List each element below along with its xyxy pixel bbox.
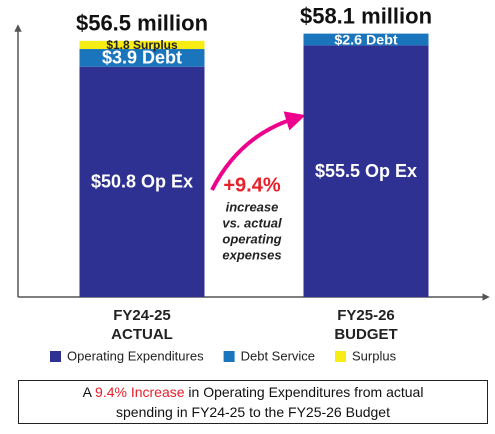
total-label: $58.1 million: [300, 3, 432, 28]
x-tick-label: BUDGET: [334, 326, 397, 343]
annotation-line: vs. actual: [222, 215, 282, 230]
annotation-line: increase: [226, 199, 279, 214]
legend-swatch: [335, 351, 347, 362]
annotation-line: expenses: [222, 247, 281, 262]
legend-label: Debt Service: [241, 348, 315, 363]
annotation-headline: +9.4%: [223, 174, 280, 196]
bar-segment: [303, 45, 429, 298]
legend-swatch: [223, 351, 235, 362]
bar-segment: [79, 49, 205, 67]
footnote-text: in Operating Expenditures from actual: [188, 384, 424, 400]
total-label: $56.5 million: [76, 11, 208, 36]
data-label: $3.9 Debt: [102, 48, 182, 68]
footnote-line: A 9.4% Increase in Operating Expenditure…: [19, 382, 487, 402]
data-label: $1.8 Surplus: [106, 38, 178, 52]
footnote-text: A: [82, 384, 92, 400]
legend-label: Surplus: [352, 348, 397, 363]
data-label: $2.6 Debt: [334, 32, 398, 48]
x-tick-label: FY25-26: [337, 307, 395, 324]
legend-swatch: [50, 351, 61, 362]
footnote-highlight: 9.4% Increase: [95, 384, 185, 400]
data-label: $55.5 Op Ex: [315, 161, 417, 181]
x-tick-label: FY24-25: [113, 307, 171, 324]
arrow: [210, 111, 306, 191]
x-tick-label: ACTUAL: [111, 326, 173, 343]
footnote-line: spending in FY24-25 to the FY25-26 Budge…: [116, 404, 390, 420]
legend-label: Operating Expenditures: [67, 348, 204, 363]
bar-segment: [303, 33, 429, 46]
data-label: $50.8 Op Ex: [91, 172, 193, 192]
annotation-line: operating: [222, 231, 281, 246]
bar-segment: [79, 66, 205, 297]
footnote: A 9.4% Increase in Operating Expenditure…: [18, 380, 488, 424]
bar-segment: [79, 40, 205, 50]
